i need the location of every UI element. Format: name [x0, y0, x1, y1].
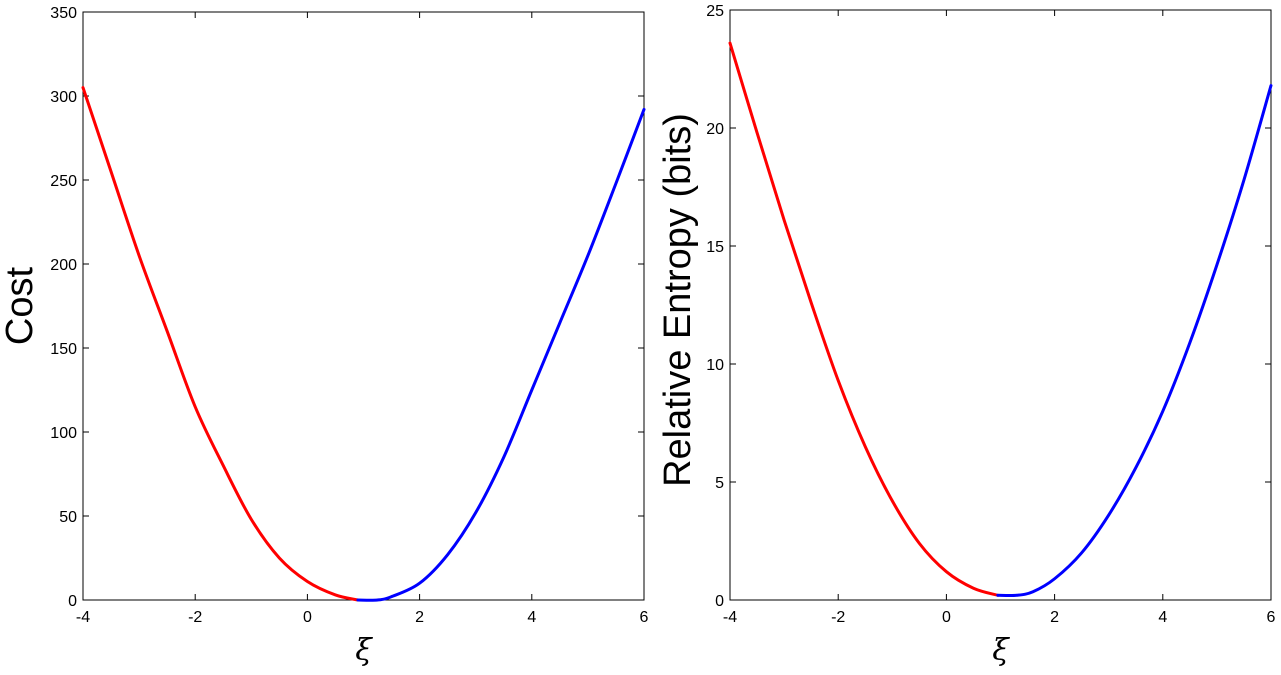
x-tick-label: -4 [723, 609, 737, 626]
x-tick-label: -2 [831, 609, 845, 626]
y-tick-label: 5 [715, 475, 724, 492]
series-line-red [728, 41, 1000, 597]
x-tick-label: 0 [303, 609, 312, 626]
y-tick-label: 25 [706, 3, 724, 20]
y-tick-label: 20 [706, 121, 724, 138]
x-tick-label: 4 [527, 609, 536, 626]
y-tick-label: 200 [50, 257, 77, 274]
y-tick-label: 0 [715, 593, 724, 610]
cost-chart: -4 -2 0 2 4 6 0 50 100 150 200 250 300 350 ξ Cost [0, 5, 649, 668]
x-tick-label: 0 [942, 609, 951, 626]
x-tick-label: 6 [1267, 609, 1276, 626]
axes-box [82, 11, 645, 601]
y-tick-label: 300 [50, 89, 77, 106]
y-tick-label: 150 [50, 341, 77, 358]
x-tick-label: 4 [1158, 609, 1167, 626]
x-tick-label: 6 [640, 609, 649, 626]
x-tick-label: 2 [415, 609, 424, 626]
x-axis-label: ξ [992, 633, 1010, 668]
y-tick-label: 50 [59, 509, 77, 526]
y-axis-label: Cost [0, 266, 41, 345]
series-line-red [81, 86, 360, 602]
x-axis-label: ξ [355, 633, 373, 668]
x-tick-label: -4 [76, 609, 90, 626]
y-tick-label: 0 [68, 593, 77, 610]
y-tick-label: 350 [50, 5, 77, 22]
axes-box [729, 9, 1272, 601]
y-tick-label: 100 [50, 425, 77, 442]
y-tick-label: 15 [706, 239, 724, 256]
series-line-blue [996, 84, 1273, 598]
series-line-blue [356, 107, 646, 602]
y-tick-label: 250 [50, 173, 77, 190]
y-axis-label: Relative Entropy (bits) [657, 113, 699, 487]
relative-entropy-chart: -4 -2 0 2 4 6 0 5 10 15 20 25 ξ Relative Entropy (bit… [657, 3, 1276, 668]
x-tick-label: 2 [1050, 609, 1059, 626]
y-tick-label: 10 [706, 357, 724, 374]
x-tick-label: -2 [188, 609, 202, 626]
